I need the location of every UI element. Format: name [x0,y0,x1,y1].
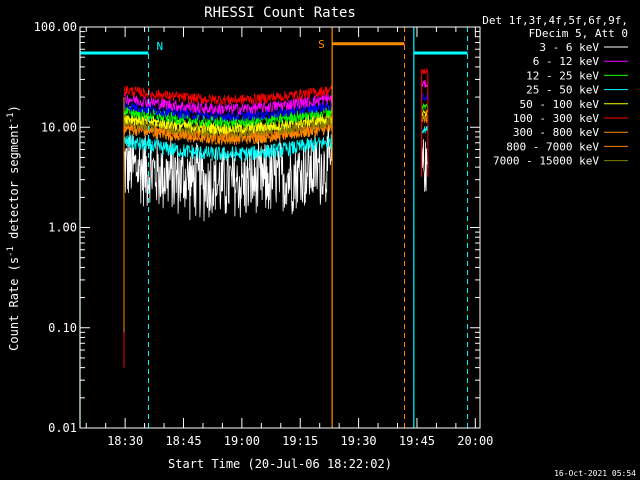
legend-label: 50 - 100 keV [520,98,600,111]
x-tick-label: 19:45 [399,434,435,448]
series-line [123,105,333,129]
x-tick-label: 20:00 [457,434,493,448]
x-tick-label: 19:00 [224,434,260,448]
saa-label: S [318,38,325,51]
x-tick-label: 19:15 [282,434,318,448]
y-axis-ticks: 100.00 10.00 1.00 0.10 0.01 [34,20,480,435]
y-tick-label: 10.00 [41,120,77,134]
y-tick-label: 1.00 [48,221,77,235]
legend-label: 300 - 800 keV [513,126,599,139]
chart-title: RHESSI Count Rates [204,5,356,21]
series-layer [123,68,429,368]
x-tick-label: 18:30 [107,434,143,448]
x-tick-label: 19:30 [341,434,377,448]
y-tick-label: 0.01 [48,421,77,435]
series-line [421,102,429,111]
series-line [421,80,429,88]
plot-frame [79,26,481,429]
series-line [421,112,429,122]
legend-label: 12 - 25 keV [526,69,599,82]
series-line [421,139,429,192]
y-tick-label: 100.00 [34,20,77,34]
y-label-end: detector segment [7,123,21,246]
legend-label: 100 - 300 keV [513,112,599,125]
y-label-sup: -1 [6,246,16,257]
series-line [123,134,333,162]
series-line [421,93,429,101]
timestamp: 16-Oct-2021 05:54 [554,469,636,478]
series-line [421,109,429,117]
y-label-sup2: -1 [6,112,16,123]
legend-header-line-1: Det 1f,3f,4f,5f,6f,9f, [482,14,628,27]
legend-header-line-2: FDecim 5, Att 0 [529,27,628,40]
legend-label: 7000 - 15000 keV [493,155,599,168]
night-label: N [156,40,163,53]
x-tick-label: 18:45 [165,434,201,448]
legend-label: 6 - 12 keV [533,55,600,68]
legend-label: 3 - 6 keV [539,41,599,54]
x-axis-ticks: 18:30 18:45 19:00 19:15 19:30 19:45 20:00 [85,27,493,448]
series-line [123,99,333,123]
legend-label: 800 - 7000 keV [506,140,599,153]
y-label-main: Count Rate (s [7,257,21,351]
series-line [123,85,333,105]
legend-label: 25 - 50 keV [526,84,599,97]
series-line [421,68,429,75]
series-line [123,92,333,116]
legend: Det 1f,3f,4f,5f,6f,9f, FDecim 5, Att 0 3… [482,14,628,168]
y-label-close: ) [7,105,21,112]
y-axis-label: Count Rate (s-1 detector segment-1) [6,105,21,351]
series-line [421,126,429,134]
y-tick-label: 0.10 [48,321,77,335]
x-axis-label: Start Time (20-Jul-06 18:22:02) [168,457,392,471]
